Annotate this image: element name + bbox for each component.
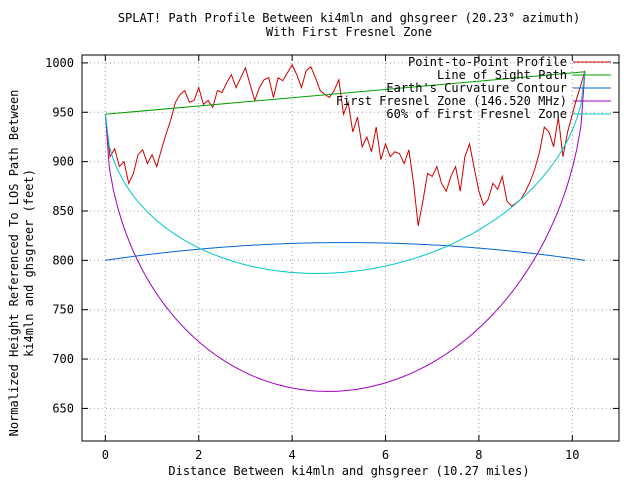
x-tick-label: 0	[102, 448, 109, 462]
y-axis-label-line1: Normalized Height Referenced To LOS Path…	[7, 90, 21, 437]
y-tick-label: 850	[52, 204, 74, 218]
series-line-first-fresnel-zone-146-520-mhz	[104, 71, 586, 392]
x-tick-label: 4	[289, 448, 296, 462]
chart-subtitle: With First Fresnel Zone	[266, 25, 432, 39]
x-tick-label: 10	[565, 448, 579, 462]
legend-label: 60% of First Fresnel Zone	[386, 107, 567, 121]
x-axis-label: Distance Between ki4mln and ghsgreer (10…	[168, 464, 529, 478]
plot-frame	[81, 54, 620, 442]
x-tick-label: 6	[382, 448, 389, 462]
plot-area	[104, 63, 586, 392]
legend-label: Earth's Curvature Contour	[386, 81, 567, 95]
x-tick-label: 8	[475, 448, 482, 462]
legend-label: Point-to-Point Profile	[408, 55, 567, 69]
series-line-earth-s-curvature-contour	[105, 242, 585, 261]
y-tick-label: 1000	[45, 56, 74, 70]
y-tick-label: 900	[52, 155, 74, 169]
series-line-60-of-first-fresnel-zone	[104, 71, 586, 274]
chart-title: SPLAT! Path Profile Between ki4mln and g…	[118, 11, 580, 25]
series-line-point-to-point-profile	[104, 63, 586, 226]
legend-label: Line of Sight Path	[437, 68, 567, 82]
y-tick-label: 950	[52, 105, 74, 119]
y-axis-label-line2: ki4mln and ghsgreer (feet)	[22, 169, 36, 357]
series-line-line-of-sight-path	[105, 71, 585, 115]
legend-label: First Fresnel Zone (146.520 MHz)	[336, 94, 567, 108]
axis-ticks: 0 2 4 6 8 10 650 700 750 800 850 900 950 1000	[45, 55, 619, 462]
y-tick-label: 800	[52, 253, 74, 267]
y-tick-label: 650	[52, 401, 74, 415]
x-tick-label: 2	[195, 448, 202, 462]
y-tick-label: 700	[52, 352, 74, 366]
y-tick-label: 750	[52, 303, 74, 317]
